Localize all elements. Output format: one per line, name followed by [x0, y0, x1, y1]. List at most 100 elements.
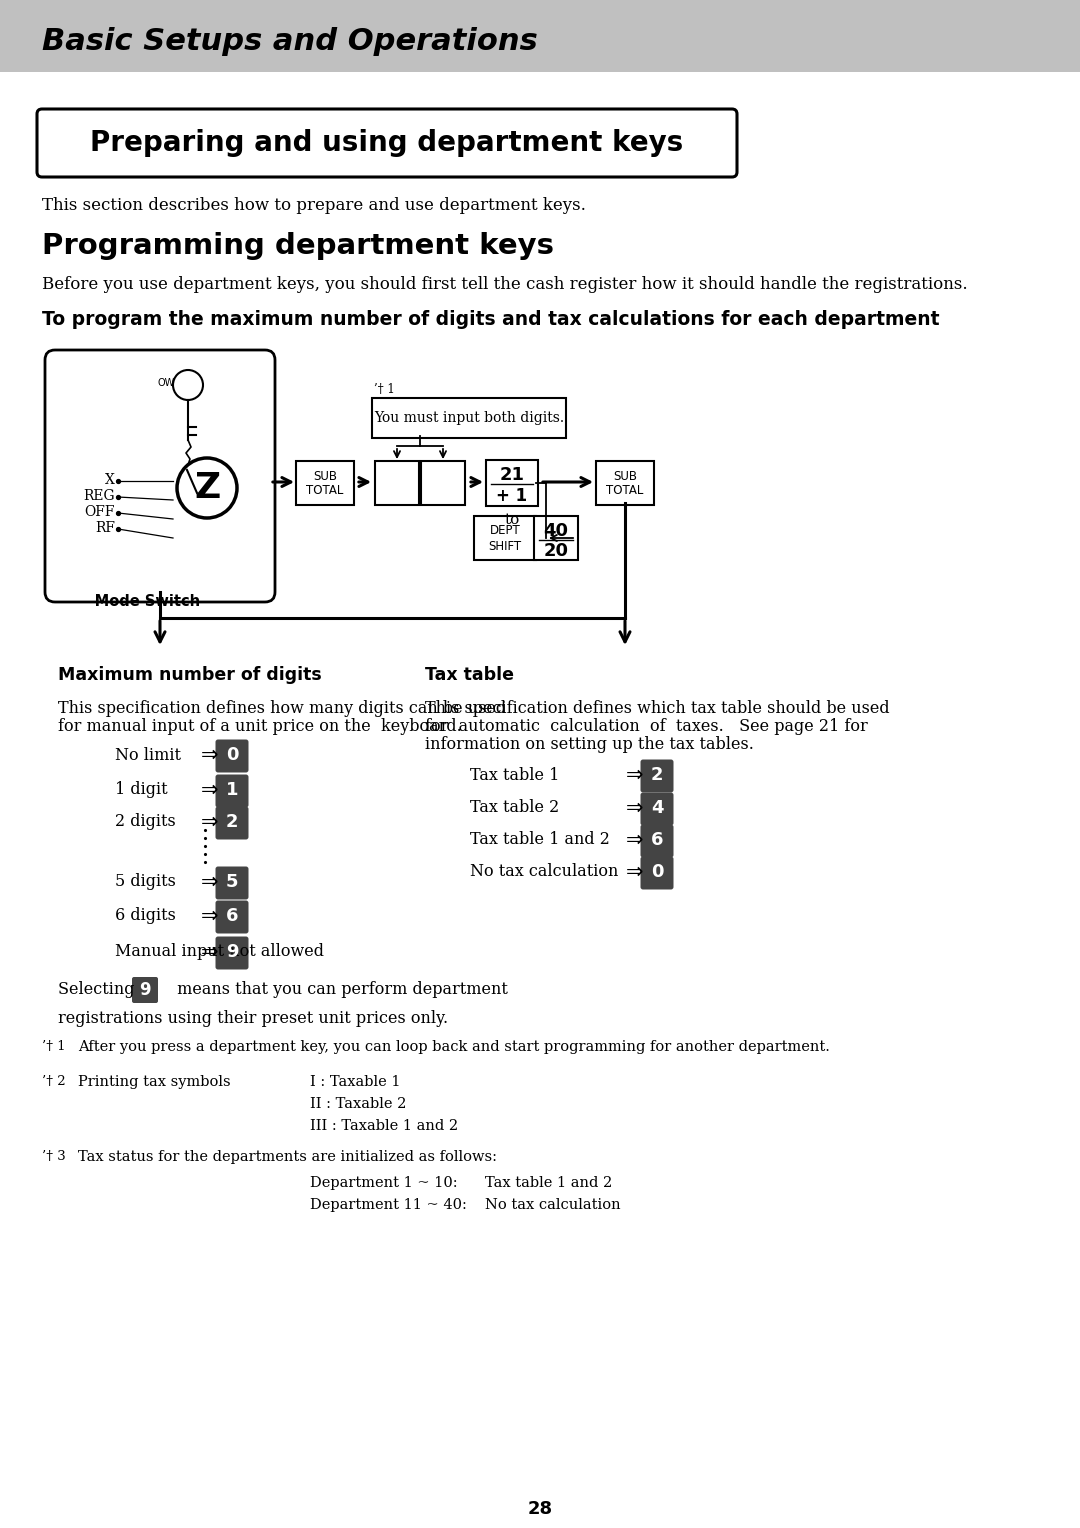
Text: for manual input of a unit price on the  keyboard.: for manual input of a unit price on the …	[58, 718, 462, 735]
Text: 5: 5	[226, 872, 239, 891]
FancyBboxPatch shape	[474, 516, 536, 559]
Text: Tax table 1 and 2: Tax table 1 and 2	[470, 831, 610, 848]
Text: 6: 6	[651, 831, 663, 850]
Text: To program the maximum number of digits and tax calculations for each department: To program the maximum number of digits …	[42, 310, 940, 329]
Text: TOTAL: TOTAL	[606, 483, 644, 497]
Text: OW: OW	[158, 377, 175, 388]
Text: TOTAL: TOTAL	[307, 483, 343, 497]
FancyBboxPatch shape	[421, 461, 465, 504]
Text: 5 digits: 5 digits	[114, 874, 176, 891]
Text: Before you use department keys, you should first tell the cash register how it s: Before you use department keys, you shou…	[42, 277, 968, 293]
FancyBboxPatch shape	[216, 775, 248, 807]
Text: 21: 21	[499, 466, 525, 484]
Text: Basic Setups and Operations: Basic Setups and Operations	[42, 28, 538, 57]
Text: No tax calculation: No tax calculation	[485, 1198, 621, 1212]
Circle shape	[173, 370, 203, 400]
FancyBboxPatch shape	[296, 461, 354, 504]
Text: ⇒: ⇒	[201, 811, 219, 833]
Text: OFF: OFF	[84, 504, 114, 520]
Text: 0: 0	[226, 746, 239, 764]
Text: III : Taxable 1 and 2: III : Taxable 1 and 2	[310, 1118, 458, 1132]
Text: ⇒: ⇒	[626, 862, 644, 882]
Text: 1 digit: 1 digit	[114, 781, 167, 799]
FancyBboxPatch shape	[216, 740, 248, 773]
FancyBboxPatch shape	[640, 857, 674, 889]
Text: No tax calculation: No tax calculation	[470, 863, 619, 880]
Text: After you press a department key, you can loop back and start programming for an: After you press a department key, you ca…	[78, 1041, 829, 1054]
Text: Tax status for the departments are initialized as follows:: Tax status for the departments are initi…	[78, 1151, 497, 1164]
Text: X: X	[105, 474, 114, 487]
Text: 1: 1	[226, 781, 239, 799]
Text: 20: 20	[543, 542, 568, 559]
Text: 6 digits: 6 digits	[114, 908, 176, 924]
FancyBboxPatch shape	[216, 807, 248, 839]
Text: ⇒: ⇒	[201, 906, 219, 926]
Text: No limit: No limit	[114, 747, 181, 764]
Text: Tax table: Tax table	[426, 666, 514, 685]
Text: Z: Z	[194, 471, 220, 504]
Text: 40: 40	[543, 523, 568, 539]
Text: You must input both digits.: You must input both digits.	[374, 411, 564, 425]
FancyBboxPatch shape	[375, 461, 419, 504]
Text: ’† 3: ’† 3	[42, 1151, 66, 1163]
Bar	[0, 0, 1080, 72]
Text: 6: 6	[226, 908, 239, 924]
Text: ⇒: ⇒	[201, 941, 219, 963]
Text: ⇒: ⇒	[201, 746, 219, 766]
Text: SUB: SUB	[313, 469, 337, 483]
FancyBboxPatch shape	[486, 460, 538, 506]
Circle shape	[177, 458, 237, 518]
Text: ⇒: ⇒	[626, 798, 644, 817]
Text: ’† 2: ’† 2	[42, 1076, 66, 1088]
Text: + 1: + 1	[497, 487, 527, 504]
Text: Tax table 1: Tax table 1	[470, 767, 559, 784]
Text: 2 digits: 2 digits	[114, 813, 176, 831]
FancyBboxPatch shape	[372, 397, 566, 439]
FancyBboxPatch shape	[45, 350, 275, 602]
FancyBboxPatch shape	[37, 108, 737, 177]
Text: registrations using their preset unit prices only.: registrations using their preset unit pr…	[58, 1010, 448, 1027]
Text: This section describes how to prepare and use department keys.: This section describes how to prepare an…	[42, 197, 585, 214]
Text: Department 1 ~ 10:: Department 1 ~ 10:	[310, 1177, 458, 1190]
Text: 0: 0	[651, 863, 663, 882]
Text: 4: 4	[651, 799, 663, 817]
Text: This specification defines which tax table should be used: This specification defines which tax tab…	[426, 700, 890, 717]
Text: Programming department keys: Programming department keys	[42, 232, 554, 260]
Text: for  automatic  calculation  of  taxes.   See page 21 for: for automatic calculation of taxes. See …	[426, 718, 867, 735]
Text: ⇒: ⇒	[201, 872, 219, 892]
Text: 2: 2	[651, 766, 663, 784]
Text: REG: REG	[83, 489, 114, 503]
Text: I : Taxable 1: I : Taxable 1	[310, 1076, 401, 1089]
FancyBboxPatch shape	[640, 793, 674, 825]
Text: Selecting: Selecting	[58, 981, 139, 998]
Text: Maximum number of digits: Maximum number of digits	[58, 666, 322, 685]
FancyBboxPatch shape	[596, 461, 654, 504]
Text: ’† 1: ’† 1	[42, 1041, 66, 1053]
FancyBboxPatch shape	[216, 866, 248, 900]
Text: This specification defines how many digits can be used: This specification defines how many digi…	[58, 700, 507, 717]
Text: Manual input not allowed: Manual input not allowed	[114, 943, 324, 961]
Text: Department 11 ~ 40:: Department 11 ~ 40:	[310, 1198, 467, 1212]
Text: SHIFT: SHIFT	[488, 539, 522, 553]
Text: means that you can perform department: means that you can perform department	[172, 981, 508, 998]
Text: II : Taxable 2: II : Taxable 2	[310, 1097, 406, 1111]
Text: ⇒: ⇒	[626, 766, 644, 785]
Text: Tax table 1 and 2: Tax table 1 and 2	[485, 1177, 612, 1190]
Text: ⇒: ⇒	[201, 779, 219, 801]
Text: 28: 28	[527, 1500, 553, 1517]
FancyBboxPatch shape	[216, 900, 248, 934]
Text: 9: 9	[226, 943, 239, 961]
Text: ’† 1: ’† 1	[374, 384, 395, 396]
FancyBboxPatch shape	[534, 516, 578, 559]
Text: RF: RF	[95, 521, 114, 535]
Text: DEPT: DEPT	[489, 524, 521, 538]
FancyBboxPatch shape	[216, 937, 248, 969]
Text: Tax table 2: Tax table 2	[470, 799, 559, 816]
Text: 9: 9	[139, 981, 151, 999]
FancyBboxPatch shape	[640, 825, 674, 857]
Text: — Mode Switch —: — Mode Switch —	[75, 594, 219, 610]
FancyBboxPatch shape	[132, 976, 158, 1002]
Text: Preparing and using department keys: Preparing and using department keys	[91, 128, 684, 157]
Text: to: to	[504, 513, 519, 527]
Text: 2: 2	[226, 813, 239, 831]
